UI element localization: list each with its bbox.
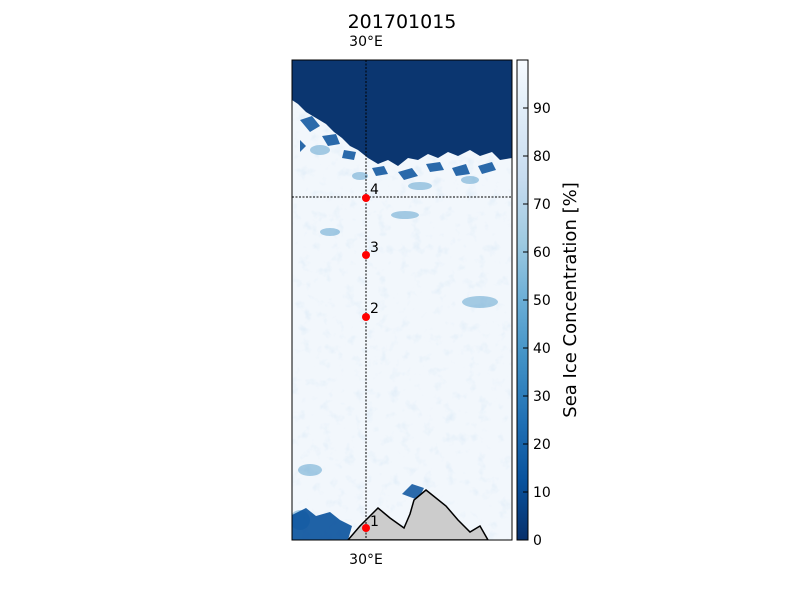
- station-4: 4: [362, 182, 379, 202]
- station-3-label: 3: [370, 240, 379, 256]
- meridian-label-top: 30°E: [349, 34, 383, 50]
- colorbar-ticks: 0 10 20 30 40 50 60 70 80 90: [523, 101, 551, 549]
- colorbar-tick-label: 90: [533, 101, 551, 117]
- station-2-label: 2: [370, 301, 379, 317]
- sea-ice-map: 1 2 3 4: [292, 60, 512, 540]
- station-1-label: 1: [370, 514, 379, 530]
- station-1: 1: [362, 514, 379, 532]
- colorbar-tick-label: 60: [533, 245, 551, 261]
- colorbar-label: Sea Ice Concentration [%]: [560, 182, 581, 417]
- station-3-marker: [362, 251, 370, 259]
- open-ocean: [292, 60, 512, 166]
- coastal-water: [292, 508, 352, 540]
- station-2-marker: [362, 313, 370, 321]
- figure-title: 201701015: [348, 11, 457, 33]
- station-4-marker: [362, 194, 370, 202]
- station-3: 3: [362, 240, 379, 259]
- colorbar-tick-label: 20: [533, 437, 551, 453]
- scattered-floes: [292, 145, 498, 530]
- colorbar-tick-label: 70: [533, 197, 551, 213]
- colorbar-tick-label: 40: [533, 341, 551, 357]
- colorbar-tick-label: 50: [533, 293, 551, 309]
- colorbar-tick-label: 10: [533, 485, 551, 501]
- colorbar-tick-label: 30: [533, 389, 551, 405]
- colorbar-tick-label: 80: [533, 149, 551, 165]
- station-2: 2: [362, 301, 379, 321]
- land: [347, 489, 489, 540]
- station-4-label: 4: [370, 182, 379, 198]
- map-frame: [291, 59, 513, 541]
- colorbar-tick-label: 0: [533, 533, 542, 549]
- meridian-label-bottom: 30°E: [349, 552, 383, 568]
- station-1-marker: [362, 524, 370, 532]
- colorbar: 0 10 20 30 40 50 60 70 80 90 Sea Ice Concentratio…: [516, 59, 581, 549]
- marginal-ice-zone: [300, 116, 496, 180]
